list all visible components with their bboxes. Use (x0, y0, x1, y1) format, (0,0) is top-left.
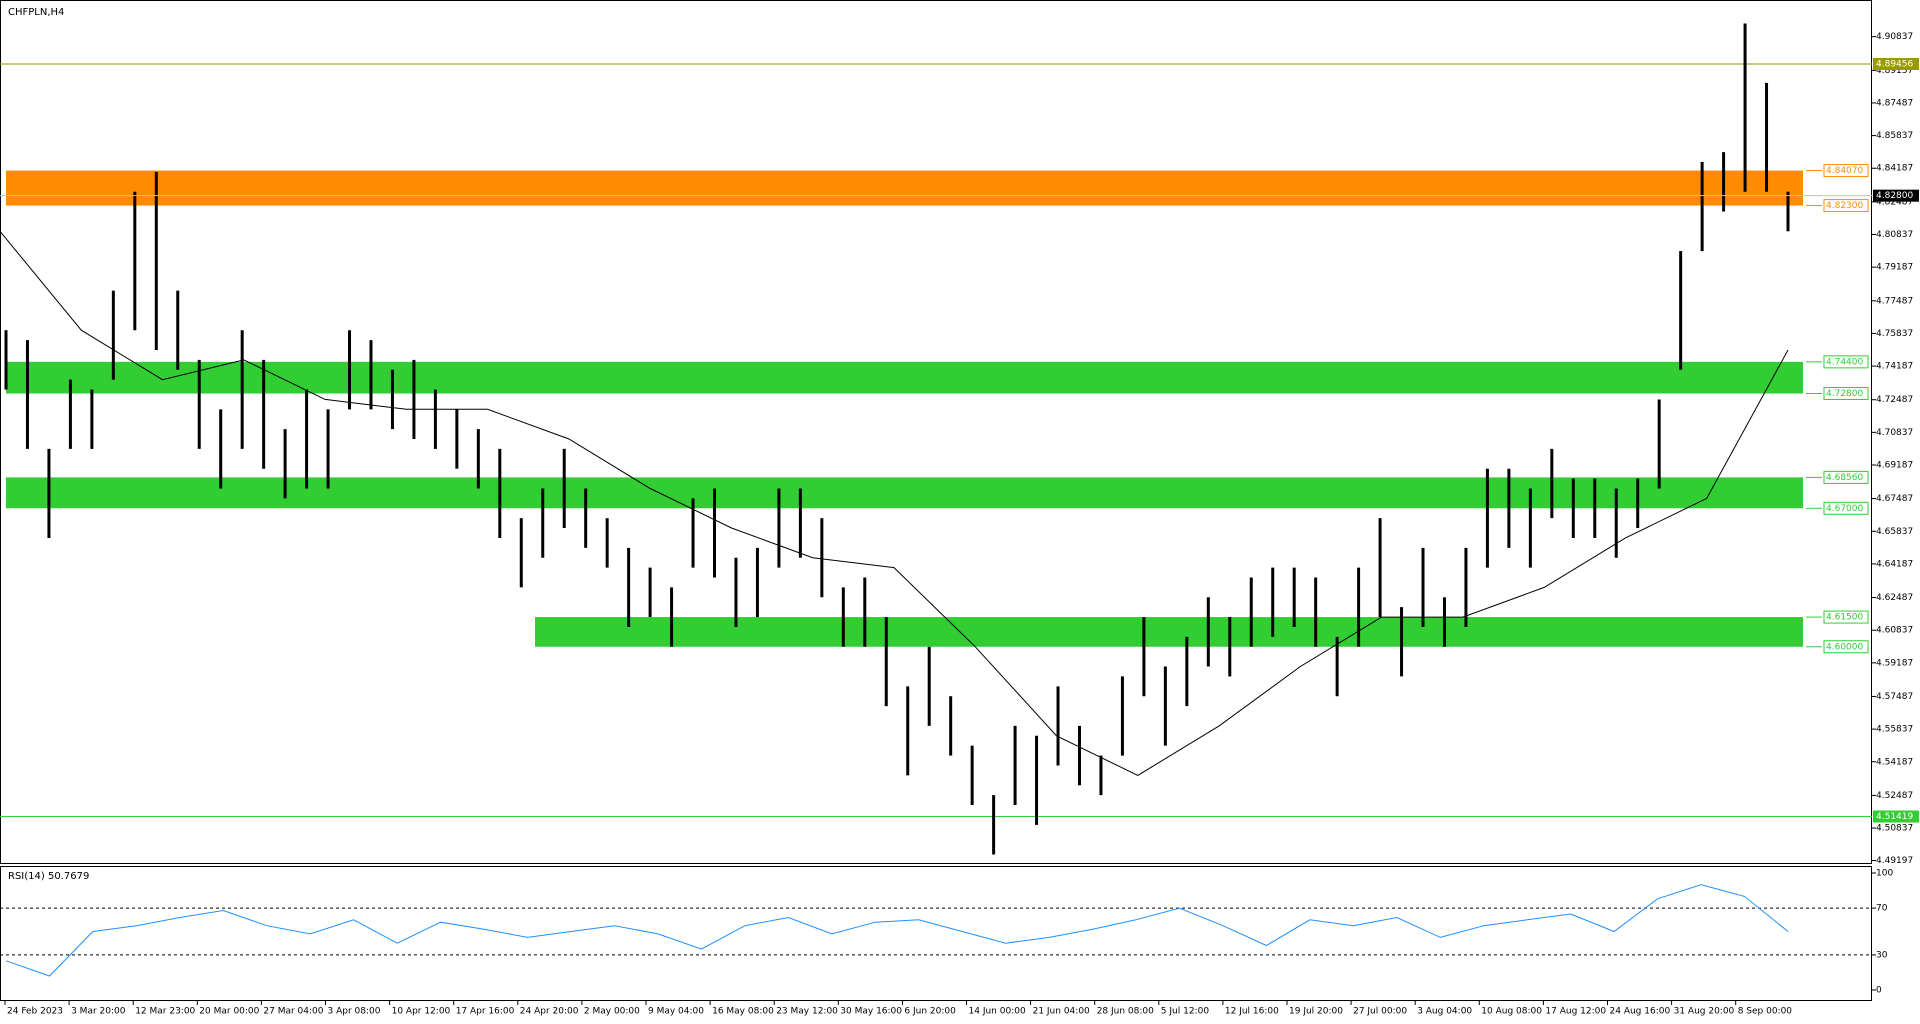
zone (535, 617, 1803, 647)
zone-label-box (1823, 387, 1869, 401)
zone (6, 361, 1803, 394)
x-tick-label: 10 Aug 08:00 (1481, 1007, 1542, 1017)
x-tick-label: 21 Jun 04:00 (1033, 1007, 1090, 1017)
x-tick-label: 10 Apr 12:00 (392, 1007, 451, 1017)
y-tick-label: 4.74187 (1876, 362, 1913, 372)
level-label: 4.51419 (1876, 812, 1913, 822)
zone-label: 4.74400 (1826, 357, 1863, 367)
zone-label: 4.84070 (1826, 166, 1863, 176)
zone-label: 4.68560 (1826, 473, 1863, 483)
x-tick-label: 24 Apr 20:00 (520, 1007, 579, 1017)
level-label: 4.89456 (1876, 59, 1913, 69)
y-tick-label: 4.90837 (1876, 32, 1913, 42)
x-tick-label: 17 Apr 16:00 (456, 1007, 515, 1017)
rsi-tick-label: 70 (1876, 904, 1888, 914)
x-tick-label: 20 Mar 00:00 (199, 1007, 259, 1017)
y-tick-label: 4.50837 (1876, 824, 1913, 834)
y-tick-label: 4.87487 (1876, 98, 1913, 108)
x-tick-label: 8 Sep 00:00 (1738, 1007, 1793, 1017)
y-tick-label: 4.69187 (1876, 460, 1913, 470)
zone-label-box (1823, 610, 1869, 624)
x-tick-label: 3 Apr 08:00 (328, 1007, 381, 1017)
rsi-tick-label: 100 (1876, 869, 1893, 879)
y-tick-label: 4.75837 (1876, 329, 1913, 339)
moving-average (0, 230, 1789, 776)
zone-label: 4.72800 (1826, 389, 1863, 399)
y-tick-label: 4.80837 (1876, 230, 1913, 240)
x-tick-label: 24 Aug 16:00 (1610, 1007, 1671, 1017)
x-tick-label: 5 Jul 12:00 (1161, 1007, 1210, 1017)
x-tick-label: 17 Aug 12:00 (1545, 1007, 1606, 1017)
y-tick-label: 4.54187 (1876, 757, 1913, 767)
zone-label-box (1823, 470, 1869, 484)
x-tick-label: 27 Jul 00:00 (1353, 1007, 1407, 1017)
y-tick-label: 4.84187 (1876, 164, 1913, 174)
y-tick-label: 4.70837 (1876, 428, 1913, 438)
x-tick-label: 9 May 04:00 (648, 1007, 704, 1017)
zone (6, 477, 1803, 509)
level-label-box (1873, 57, 1919, 70)
zone-label-box (1823, 199, 1869, 213)
x-tick-label: 31 Aug 20:00 (1674, 1007, 1735, 1017)
current-price-label: 4.82800 (1876, 191, 1913, 201)
level-label-box (1873, 810, 1919, 823)
y-tick-label: 4.72487 (1876, 395, 1913, 405)
zone-label: 4.82300 (1826, 201, 1863, 211)
rsi-line (5, 884, 1789, 977)
y-tick-label: 4.57487 (1876, 692, 1913, 702)
zone-label: 4.61500 (1826, 613, 1863, 623)
y-tick-label: 4.65837 (1876, 527, 1913, 537)
x-tick-label: 23 May 12:00 (776, 1007, 838, 1017)
x-tick-label: 12 Jul 16:00 (1225, 1007, 1279, 1017)
y-tick-label: 4.60837 (1876, 626, 1913, 636)
y-tick-label: 4.55837 (1876, 725, 1913, 735)
y-tick-label: 4.62487 (1876, 593, 1913, 603)
x-tick-label: 2 May 00:00 (584, 1007, 640, 1017)
y-tick-label: 4.49197 (1876, 856, 1913, 866)
x-tick-label: 27 Mar 04:00 (263, 1007, 323, 1017)
zone (6, 170, 1803, 206)
y-tick-label: 4.89137 (1876, 66, 1913, 76)
rsi-title: RSI(14) 50.7679 (8, 871, 89, 882)
rsi-tick-label: 0 (1876, 986, 1882, 996)
y-tick-label: 4.52487 (1876, 791, 1913, 801)
y-tick-label: 4.67487 (1876, 494, 1913, 504)
y-tick-label: 4.77487 (1876, 296, 1913, 306)
current-price-box (1873, 189, 1919, 202)
rsi-tick-label: 30 (1876, 950, 1888, 960)
y-tick-label: 4.82487 (1876, 197, 1913, 207)
rsi-frame (0, 866, 1872, 1001)
y-tick-label: 4.79187 (1876, 263, 1913, 273)
x-tick-label: 3 Aug 04:00 (1417, 1007, 1472, 1017)
x-tick-label: 16 May 08:00 (712, 1007, 774, 1017)
zone-label: 4.67000 (1826, 504, 1863, 514)
x-tick-label: 19 Jul 20:00 (1289, 1007, 1343, 1017)
x-tick-label: 3 Mar 20:00 (71, 1007, 126, 1017)
main-frame (0, 0, 1872, 864)
x-tick-label: 30 May 16:00 (840, 1007, 902, 1017)
zone-label-box (1823, 355, 1869, 369)
zone-label-box (1823, 164, 1869, 178)
y-tick-label: 4.64187 (1876, 559, 1913, 569)
x-tick-label: 12 Mar 23:00 (135, 1007, 195, 1017)
y-tick-label: 4.59187 (1876, 658, 1913, 668)
chart-title: CHFPLN,H4 (8, 7, 64, 18)
zone-label-box (1823, 640, 1869, 654)
x-tick-label: 24 Feb 2023 (7, 1007, 63, 1017)
x-tick-label: 6 Jun 20:00 (904, 1007, 956, 1017)
zone-label-box (1823, 501, 1869, 515)
x-tick-label: 28 Jun 08:00 (1097, 1007, 1154, 1017)
y-tick-label: 4.85837 (1876, 131, 1913, 141)
x-tick-label: 14 Jun 00:00 (969, 1007, 1026, 1017)
zone-label: 4.60000 (1826, 642, 1863, 652)
